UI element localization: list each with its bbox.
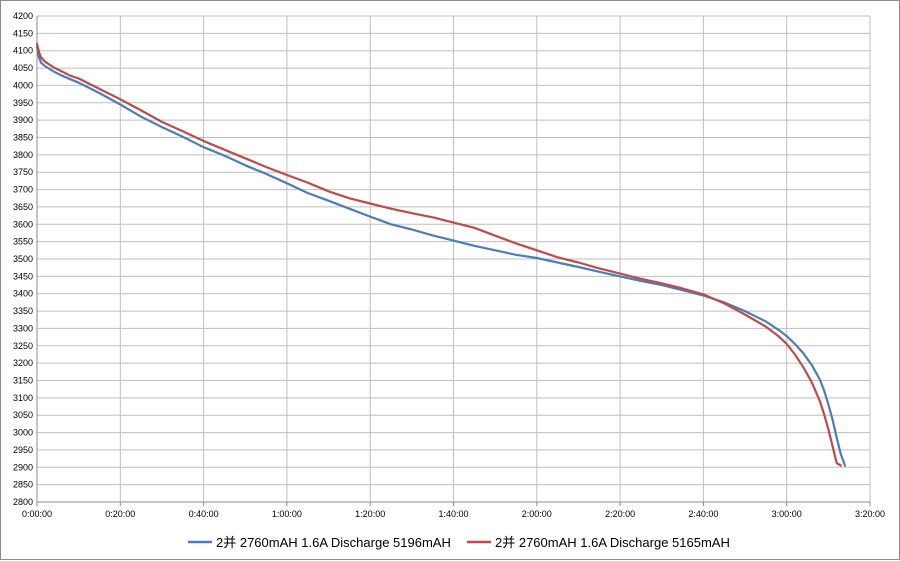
y-tick-label: 4150 [13, 28, 33, 38]
y-tick-label: 4200 [13, 11, 33, 21]
x-tick-label: 2:20:00 [605, 509, 635, 519]
y-tick-label: 3450 [13, 271, 33, 281]
legend-label-2: 2并 2760mAH 1.6A Discharge 5165mAH [495, 535, 730, 550]
x-tick-label: 2:40:00 [688, 509, 718, 519]
y-tick-label: 3200 [13, 358, 33, 368]
x-tick-label: 1:00:00 [272, 509, 302, 519]
y-tick-label: 3000 [13, 428, 33, 438]
y-tick-label: 4100 [13, 46, 33, 56]
y-tick-label: 2800 [13, 497, 33, 507]
x-tick-label: 0:20:00 [105, 509, 135, 519]
y-tick-label: 2900 [13, 462, 33, 472]
y-tick-label: 4050 [13, 63, 33, 73]
x-tick-label: 2:00:00 [522, 509, 552, 519]
y-tick-label: 3850 [13, 133, 33, 143]
y-axis-tick-labels: 2800 2850 2900 2950 3000 3050 3100 3150 3200 3250… [13, 11, 33, 507]
series-line-1 [35, 46, 847, 467]
y-tick-label: 3750 [13, 167, 33, 177]
y-tick-label: 3700 [13, 185, 33, 195]
legend: 2并 2760mAH 1.6A Discharge 5196mAH 2并 2760… [188, 535, 730, 550]
y-tick-label: 3050 [13, 410, 33, 420]
y-tick-label: 3300 [13, 323, 33, 333]
x-axis-tick-labels: 0:00:00 0:20:00 0:40:00 1:00:00 1:20:00 1:40:… [22, 509, 885, 519]
y-tick-label: 3250 [13, 341, 33, 351]
x-tick-label: 3:20:00 [855, 509, 885, 519]
y-tick-label: 3350 [13, 306, 33, 316]
y-tick-label: 2850 [13, 480, 33, 490]
y-tick-label: 3400 [13, 289, 33, 299]
series-line-2 [35, 42, 842, 467]
y-tick-label: 3950 [13, 98, 33, 108]
x-tick-label: 3:00:00 [772, 509, 802, 519]
y-tick-label: 3100 [13, 393, 33, 403]
y-tick-label: 3800 [13, 150, 33, 160]
y-tick-label: 3900 [13, 115, 33, 125]
x-tick-label: 0:00:00 [22, 509, 52, 519]
y-tick-label: 3150 [13, 376, 33, 386]
grid-lines [36, 15, 871, 506]
y-tick-label: 4000 [13, 80, 33, 90]
y-tick-label: 2950 [13, 445, 33, 455]
y-tick-label: 3600 [13, 219, 33, 229]
x-tick-label: 1:40:00 [438, 509, 468, 519]
series-lines [35, 42, 847, 467]
y-tick-label: 3650 [13, 202, 33, 212]
y-tick-label: 3500 [13, 254, 33, 264]
legend-label-1: 2并 2760mAH 1.6A Discharge 5196mAH [216, 535, 451, 550]
y-tick-label: 3550 [13, 237, 33, 247]
x-tick-label: 0:40:00 [189, 509, 219, 519]
x-tick-label: 1:20:00 [355, 509, 385, 519]
